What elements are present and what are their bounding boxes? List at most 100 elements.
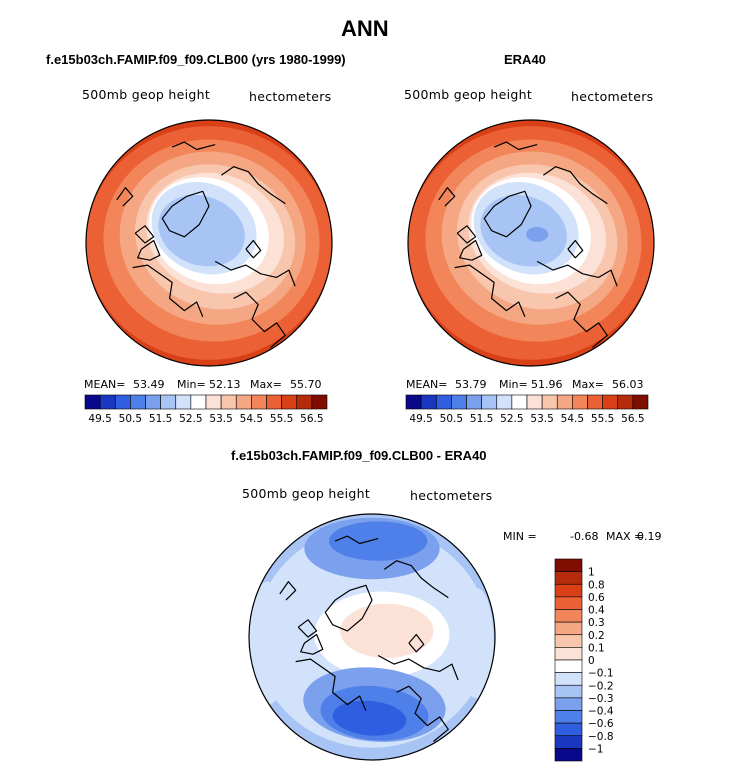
diff-colorbar-swatch-9 — [554, 672, 583, 686]
diff-contour-band-7 — [328, 521, 428, 561]
obs-colorbar-tick-4: 53.5 — [530, 413, 553, 425]
model-colorbar-swatch-15 — [311, 394, 328, 410]
obs-contour-band-8 — [526, 227, 549, 242]
coastline-diff-1 — [300, 633, 324, 655]
model-colorbar-swatch-5 — [160, 394, 177, 410]
coastline-obs-2 — [454, 264, 526, 318]
diff-colorbar-tick-0: 1 — [588, 567, 595, 579]
model-colorbar-tick-5: 54.5 — [240, 413, 263, 425]
coastline-obs-1 — [459, 239, 483, 261]
diff-colorbar-swatch-15 — [554, 748, 583, 762]
model-colorbar-swatch-12 — [266, 394, 282, 410]
model-max-label: Max= — [250, 378, 282, 391]
obs-colorbar-swatch-10 — [556, 394, 573, 410]
coastline-model-1 — [137, 239, 161, 261]
obs-colorbar-tick-2: 51.5 — [470, 413, 493, 425]
figure-title: ANN — [341, 16, 389, 41]
coastline-obs-8 — [438, 187, 456, 207]
model-variable-label: 500mb geop height — [82, 87, 211, 102]
diff-units-label: hectometers — [410, 488, 493, 503]
coastline-diff-3 — [297, 619, 318, 638]
coastline-diff-6 — [383, 560, 449, 599]
coastline-obs-3 — [456, 225, 477, 244]
obs-colorbar-tick-5: 54.5 — [561, 413, 584, 425]
model-mean-value: 53.49 — [133, 378, 165, 391]
diff-colorbar-tick-6: 0.1 — [588, 642, 605, 654]
coastline-obs-9 — [567, 239, 584, 259]
model-colorbar-swatch-7 — [190, 394, 207, 410]
model-colorbar-swatch-8 — [205, 394, 222, 410]
model-colorbar-swatch-1 — [99, 394, 116, 410]
obs-units-label: hectometers — [571, 89, 654, 104]
diff-colorbar-swatch-2 — [554, 583, 583, 598]
coastline-obs-0 — [483, 190, 532, 238]
coastline-diff-4 — [377, 654, 459, 681]
diff-colorbar-tick-5: 0.2 — [588, 630, 605, 642]
obs-case-title: ERA40 — [504, 52, 546, 67]
model-min-label: Min= — [177, 378, 206, 391]
diff-contour-fill — [249, 514, 495, 760]
model-case-title: f.e15b03ch.FAMIP.f09_f09.CLB00 (yrs 1980… — [46, 52, 346, 67]
coastline-diff-8 — [279, 581, 297, 601]
coastline-diff-0 — [324, 584, 373, 632]
obs-colorbar-swatch-8 — [526, 394, 543, 410]
obs-max-label: Max= — [572, 378, 604, 391]
obs-min-value: 51.96 — [531, 378, 563, 391]
coastline-diff-2 — [295, 658, 367, 712]
model-units-label: hectometers — [249, 89, 332, 104]
obs-colorbar-swatch-14 — [617, 394, 634, 410]
obs-mean-label: MEAN= — [406, 378, 448, 391]
obs-colorbar-swatch-7 — [511, 394, 528, 410]
model-colorbar-swatch-0 — [84, 394, 101, 410]
obs-max-value: 56.03 — [612, 378, 644, 391]
diff-contour-band-9 — [459, 587, 494, 699]
diff-polar-map — [248, 513, 496, 761]
diff-colorbar-tick-9: −0.2 — [588, 680, 614, 692]
coastline-obs-4 — [536, 260, 618, 287]
model-colorbar-swatch-13 — [281, 394, 298, 410]
coastline-model-5 — [233, 291, 286, 349]
model-contour-band-7 — [158, 194, 245, 267]
model-mean-label: MEAN= — [84, 378, 126, 391]
model-colorbar-swatch-4 — [145, 394, 161, 410]
obs-colorbar-swatch-3 — [451, 394, 467, 410]
diff-max-value: 0.19 — [637, 530, 662, 543]
obs-min-label: Min= — [499, 378, 528, 391]
model-colorbar-swatch-11 — [251, 394, 267, 410]
obs-colorbar-tick-1: 50.5 — [440, 413, 463, 425]
coastline-obs-6 — [542, 166, 608, 205]
diff-contour-band-8 — [249, 581, 290, 705]
coastline-obs-7 — [493, 141, 538, 151]
coastline-model-2 — [132, 264, 204, 318]
coastline-model-4 — [214, 260, 296, 287]
coastline-diff-5 — [396, 685, 449, 742]
diff-contour-band-5 — [332, 700, 407, 736]
diff-colorbar-tick-4: 0.3 — [588, 617, 605, 629]
obs-map-boundary — [407, 119, 655, 367]
model-contour-fill — [86, 120, 332, 366]
diff-colorbar-tick-3: 0.4 — [588, 605, 605, 617]
coastline-model-3 — [134, 225, 155, 244]
model-colorbar-tick-0: 49.5 — [88, 413, 111, 425]
diff-colorbar-tick-12: −0.6 — [588, 718, 614, 730]
diff-colorbar-swatch-6 — [554, 634, 583, 648]
obs-colorbar-swatch-6 — [496, 394, 513, 410]
obs-contour-band-7 — [480, 194, 567, 267]
model-colorbar-swatch-9 — [220, 394, 237, 410]
obs-colorbar-swatch-0 — [405, 394, 422, 410]
diff-colorbar-swatch-11 — [554, 697, 583, 711]
model-colorbar-tick-4: 53.5 — [209, 413, 232, 425]
diff-colorbar-tick-14: −1 — [588, 743, 603, 755]
obs-colorbar-swatch-9 — [541, 394, 558, 410]
obs-variable-label: 500mb geop height — [404, 87, 533, 102]
coastline-model-7 — [171, 141, 216, 151]
obs-colorbar: 49.5 50.5 51.5 52.5 53.5 54.5 55.5 56.5 — [405, 394, 649, 425]
diff-colorbar-swatch-0 — [554, 558, 583, 572]
coastline-model-6 — [220, 166, 286, 205]
diff-colorbar-swatch-7 — [554, 647, 583, 661]
model-colorbar-swatch-10 — [235, 394, 252, 410]
diff-colorbar-swatch-12 — [554, 710, 583, 724]
obs-colorbar-tick-0: 49.5 — [409, 413, 432, 425]
diff-min-label: MIN = — [503, 530, 537, 543]
obs-colorbar-tick-7: 56.5 — [621, 413, 644, 425]
